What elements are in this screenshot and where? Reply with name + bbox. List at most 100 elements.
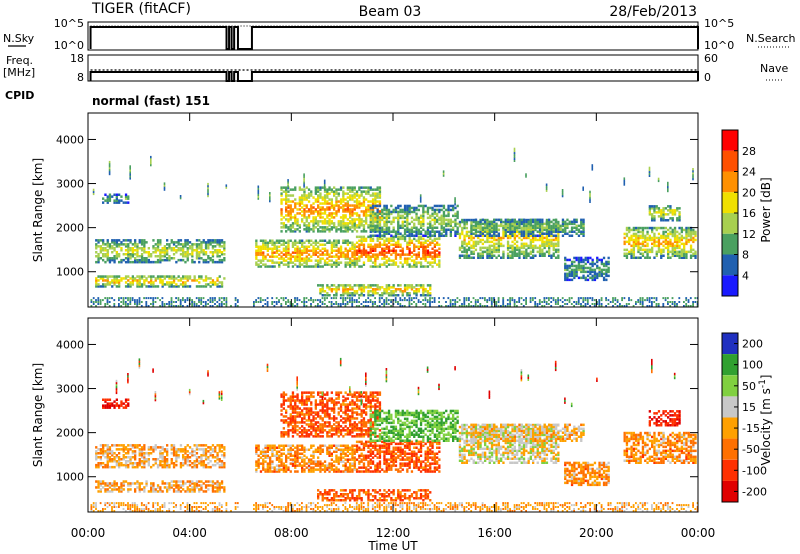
- heatmap-cell: [486, 230, 489, 234]
- heatmap-cell: [383, 204, 386, 208]
- heatmap-cell: [323, 208, 327, 211]
- heatmap-cell: [454, 201, 456, 204]
- heatmap-cell: [99, 245, 102, 248]
- heatmap-cell: [344, 222, 347, 225]
- heatmap-cell: [138, 239, 141, 242]
- heatmap-cell: [367, 294, 370, 297]
- heatmap-cell: [548, 240, 551, 244]
- heatmap-cell: [424, 288, 427, 291]
- heatmap-cell: [673, 244, 677, 248]
- heatmap-cell: [207, 241, 210, 244]
- heatmap-cell: [433, 249, 436, 252]
- heatmap-cell: [497, 238, 500, 242]
- heatmap-cell: [303, 175, 305, 178]
- heatmap-cell: [573, 226, 576, 229]
- heatmap-cell: [442, 297, 445, 300]
- heatmap-cell: [113, 277, 116, 280]
- heatmap-cell: [381, 216, 384, 220]
- heatmap-cell: [346, 301, 349, 303]
- heatmap-cell: [294, 305, 296, 307]
- heatmap-cell: [175, 251, 178, 254]
- heatmap-cell: [651, 228, 654, 232]
- heatmap-cell: [584, 266, 587, 270]
- heatmap-cell: [188, 275, 192, 278]
- heatmap-cell: [518, 301, 521, 303]
- heatmap-cell: [95, 285, 98, 288]
- heatmap-cell: [136, 251, 139, 254]
- heatmap-cell: [410, 228, 414, 231]
- heatmap-cell: [406, 253, 409, 256]
- heatmap-cell: [374, 214, 377, 218]
- heatmap-cell: [305, 204, 308, 207]
- heatmap-cell: [582, 226, 585, 229]
- heatmap-cell: [442, 226, 446, 229]
- heatmap-cell: [191, 279, 194, 282]
- heatmap-cell: [371, 249, 375, 252]
- heatmap-cell: [671, 232, 674, 236]
- heatmap-cell: [584, 258, 587, 262]
- heatmap-cell: [500, 218, 503, 222]
- heatmap-cell: [358, 206, 361, 209]
- heatmap-cell: [653, 240, 656, 244]
- heatmap-cell: [335, 297, 338, 300]
- heatmap-cell: [422, 234, 425, 237]
- heatmap-cell: [378, 188, 382, 191]
- heatmap-cell: [387, 292, 391, 295]
- heatmap-cell: [655, 297, 658, 300]
- heatmap-cell: [502, 230, 505, 234]
- heatmap-cell: [431, 230, 434, 233]
- heatmap-cell: [401, 299, 404, 302]
- heatmap-cell: [102, 398, 105, 401]
- heatmap-cell: [355, 301, 358, 303]
- heatmap-cell: [282, 243, 285, 246]
- heatmap-cell: [694, 238, 697, 242]
- heatmap-cell: [419, 198, 422, 201]
- heatmap-cell: [591, 260, 594, 264]
- heatmap-cell: [298, 239, 301, 242]
- heatmap-cell: [319, 261, 322, 264]
- heatmap-cell: [378, 243, 382, 246]
- heatmap-cell: [218, 285, 221, 288]
- heatmap-cell: [198, 260, 201, 264]
- heatmap-cell: [209, 251, 212, 254]
- heatmap-cell: [236, 301, 239, 303]
- heatmap-cell: [436, 249, 439, 252]
- heatmap-cell: [166, 303, 168, 305]
- heatmap-cell: [223, 297, 225, 300]
- heatmap-cell: [200, 243, 203, 246]
- heatmap-cell: [500, 244, 503, 248]
- heatmap-cell: [271, 247, 274, 250]
- heatmap-cell: [312, 216, 315, 219]
- heatmap-cell: [371, 234, 375, 237]
- heatmap-cell: [689, 305, 692, 307]
- heatmap-cell: [310, 255, 313, 258]
- heatmap-cell: [202, 253, 205, 256]
- heatmap-cell: [296, 202, 299, 205]
- heatmap-cell: [529, 242, 532, 246]
- heatmap-cell: [342, 290, 345, 293]
- heatmap-cell: [582, 274, 585, 278]
- heatmap-cell: [129, 177, 131, 180]
- heatmap-cell: [449, 303, 452, 305]
- heatmap-cell: [381, 210, 384, 214]
- heatmap-cell: [326, 253, 329, 256]
- heatmap-cell: [406, 241, 409, 244]
- heatmap-cell: [333, 186, 336, 189]
- heatmap-cell: [99, 510, 102, 512]
- heatmap-cell: [333, 243, 336, 246]
- heatmap-cell: [419, 222, 423, 226]
- heatmap-cell: [358, 196, 361, 199]
- heatmap-cell: [630, 244, 633, 248]
- heatmap-cell: [623, 242, 626, 246]
- heatmap-cell: [285, 247, 288, 250]
- heatmap-cell: [328, 239, 331, 242]
- heatmap-cell: [419, 224, 423, 228]
- heatmap-cell: [262, 245, 265, 248]
- heatmap-cell: [106, 253, 109, 256]
- heatmap-cell: [403, 210, 407, 214]
- heatmap-cell: [481, 254, 484, 257]
- heatmap-cell: [106, 462, 109, 465]
- heatmap-cell: [433, 243, 436, 246]
- heatmap-cell: [156, 239, 160, 242]
- heatmap-cell: [259, 297, 262, 300]
